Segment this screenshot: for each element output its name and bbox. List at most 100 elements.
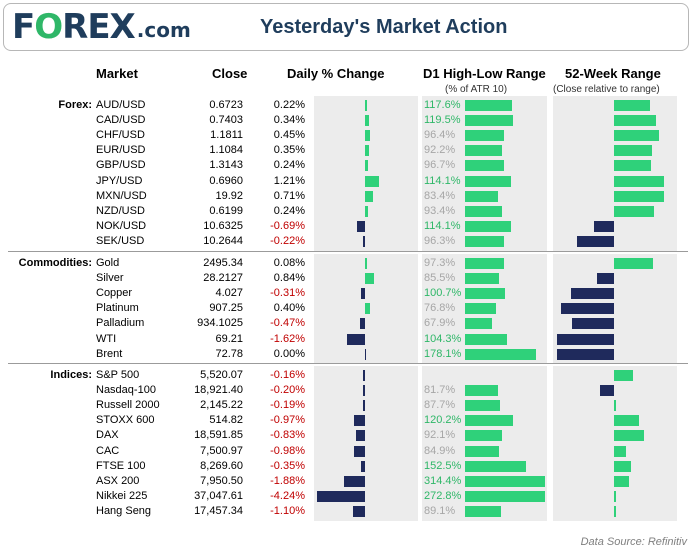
daily-change-value: -1.62% <box>270 332 305 345</box>
daily-change-value: 0.40% <box>273 302 305 315</box>
market-name: MXN/USD <box>96 189 147 202</box>
range-bar <box>465 160 504 172</box>
week52-bar <box>570 288 614 300</box>
week52-bar <box>576 235 614 247</box>
range-value: 76.8% <box>424 302 456 315</box>
week52-bar <box>571 318 614 330</box>
market-name: S&P 500 <box>96 369 140 381</box>
range-value: 92.1% <box>424 429 456 442</box>
daily-change-bar <box>365 160 368 172</box>
range-value: 93.4% <box>424 204 456 217</box>
week52-bar <box>561 303 614 315</box>
col-header-daily: Daily % Change <box>287 66 385 81</box>
close-value: 18,921.40 <box>194 384 243 397</box>
market-name: CAD/USD <box>96 114 146 127</box>
daily-change-value: -0.47% <box>270 317 305 330</box>
week52-bar <box>614 100 650 111</box>
daily-change-bar <box>365 303 370 315</box>
col-header-range: D1 High-Low Range <box>423 66 546 81</box>
group-label: Commodities: <box>18 257 92 269</box>
close-value: 28.2127 <box>203 272 243 285</box>
close-value: 0.6723 <box>209 99 243 111</box>
week52-bar <box>614 370 633 381</box>
close-value: 17,457.34 <box>194 504 243 517</box>
market-name: Nikkei 225 <box>96 489 148 502</box>
logo-wordmark: FOREX <box>12 7 136 47</box>
range-bar <box>465 175 511 187</box>
range-value: 100.7% <box>424 287 462 300</box>
market-name: Palladium <box>96 317 145 330</box>
week52-bar <box>614 175 664 187</box>
forex-logo[interactable]: FOREX .com <box>12 6 191 48</box>
daily-change-value: -0.19% <box>270 399 305 412</box>
daily-change-value: -1.10% <box>270 504 305 517</box>
range-bar <box>465 445 499 457</box>
week52-bar <box>614 460 632 472</box>
range-bar <box>465 235 504 247</box>
range-bar <box>465 100 513 111</box>
daily-change-value: -0.98% <box>270 444 305 457</box>
close-value: 19.92 <box>215 189 243 202</box>
range-bar <box>465 130 504 142</box>
range-value: 84.9% <box>424 444 456 457</box>
market-name: Brent <box>96 347 123 360</box>
market-name: FTSE 100 <box>96 459 146 472</box>
daily-change-bar <box>365 175 379 187</box>
close-value: 514.82 <box>209 414 243 427</box>
daily-change-value: 0.00% <box>273 347 305 360</box>
col-subheader-range: (% of ATR 10) <box>445 84 508 95</box>
range-bar <box>465 258 504 269</box>
week52-bar <box>556 348 614 360</box>
market-name: Gold <box>96 257 120 269</box>
page-title: Yesterday's Market Action <box>260 16 508 38</box>
week52-bar <box>593 220 614 232</box>
daily-change-bar <box>354 415 365 427</box>
daily-change-bar <box>365 145 369 157</box>
week52-bar <box>614 505 616 517</box>
daily-change-value: -0.35% <box>270 459 305 472</box>
close-value: 4.027 <box>215 287 243 300</box>
range-value: 96.4% <box>424 129 456 142</box>
close-value: 7,950.50 <box>200 474 243 487</box>
close-value: 1.1084 <box>209 144 243 157</box>
close-value: 934.1025 <box>197 317 243 330</box>
daily-change-bar <box>353 445 365 457</box>
daily-change-bar <box>343 475 365 487</box>
range-bar <box>465 348 537 360</box>
week52-bar <box>556 333 614 345</box>
header-banner: FOREX .com Yesterday's Market Action <box>3 3 689 51</box>
range-bar <box>465 205 503 217</box>
week52-bar <box>614 190 664 202</box>
daily-change-bar <box>365 348 366 360</box>
daily-change-value: -0.97% <box>270 414 305 427</box>
daily-change-value: -0.83% <box>270 429 305 442</box>
close-value: 18,591.85 <box>194 429 243 442</box>
daily-change-value: 0.34% <box>273 114 305 127</box>
week52-bar <box>599 385 614 397</box>
market-name: SEK/USD <box>96 234 145 247</box>
market-name: NOK/USD <box>96 219 147 232</box>
range-bar <box>465 220 511 232</box>
week52-bar <box>614 145 653 157</box>
market-name: AUD/USD <box>96 99 146 111</box>
col-header-52week: 52-Week Range <box>565 66 661 81</box>
close-value: 1.3143 <box>209 159 243 172</box>
data-source-note: Data Source: Refinitiv <box>580 536 687 548</box>
group-label: Forex: <box>58 99 92 111</box>
market-name: EUR/USD <box>96 144 146 157</box>
daily-change-value: 0.84% <box>273 272 305 285</box>
daily-change-value: 0.35% <box>273 144 305 157</box>
close-value: 907.25 <box>209 302 243 315</box>
range-bar <box>465 400 501 412</box>
range-bar <box>465 190 499 202</box>
daily-change-bar <box>365 190 374 202</box>
market-name: Copper <box>96 287 133 300</box>
daily-change-value: 0.71% <box>273 189 305 202</box>
market-name: Hang Seng <box>96 504 152 517</box>
range-value: 96.3% <box>424 234 456 247</box>
week52-bar <box>614 430 644 442</box>
close-value: 1.1811 <box>210 129 243 142</box>
week52-bar <box>614 160 652 172</box>
daily-change-bar <box>317 490 365 502</box>
daily-change-value: -0.22% <box>270 234 305 247</box>
